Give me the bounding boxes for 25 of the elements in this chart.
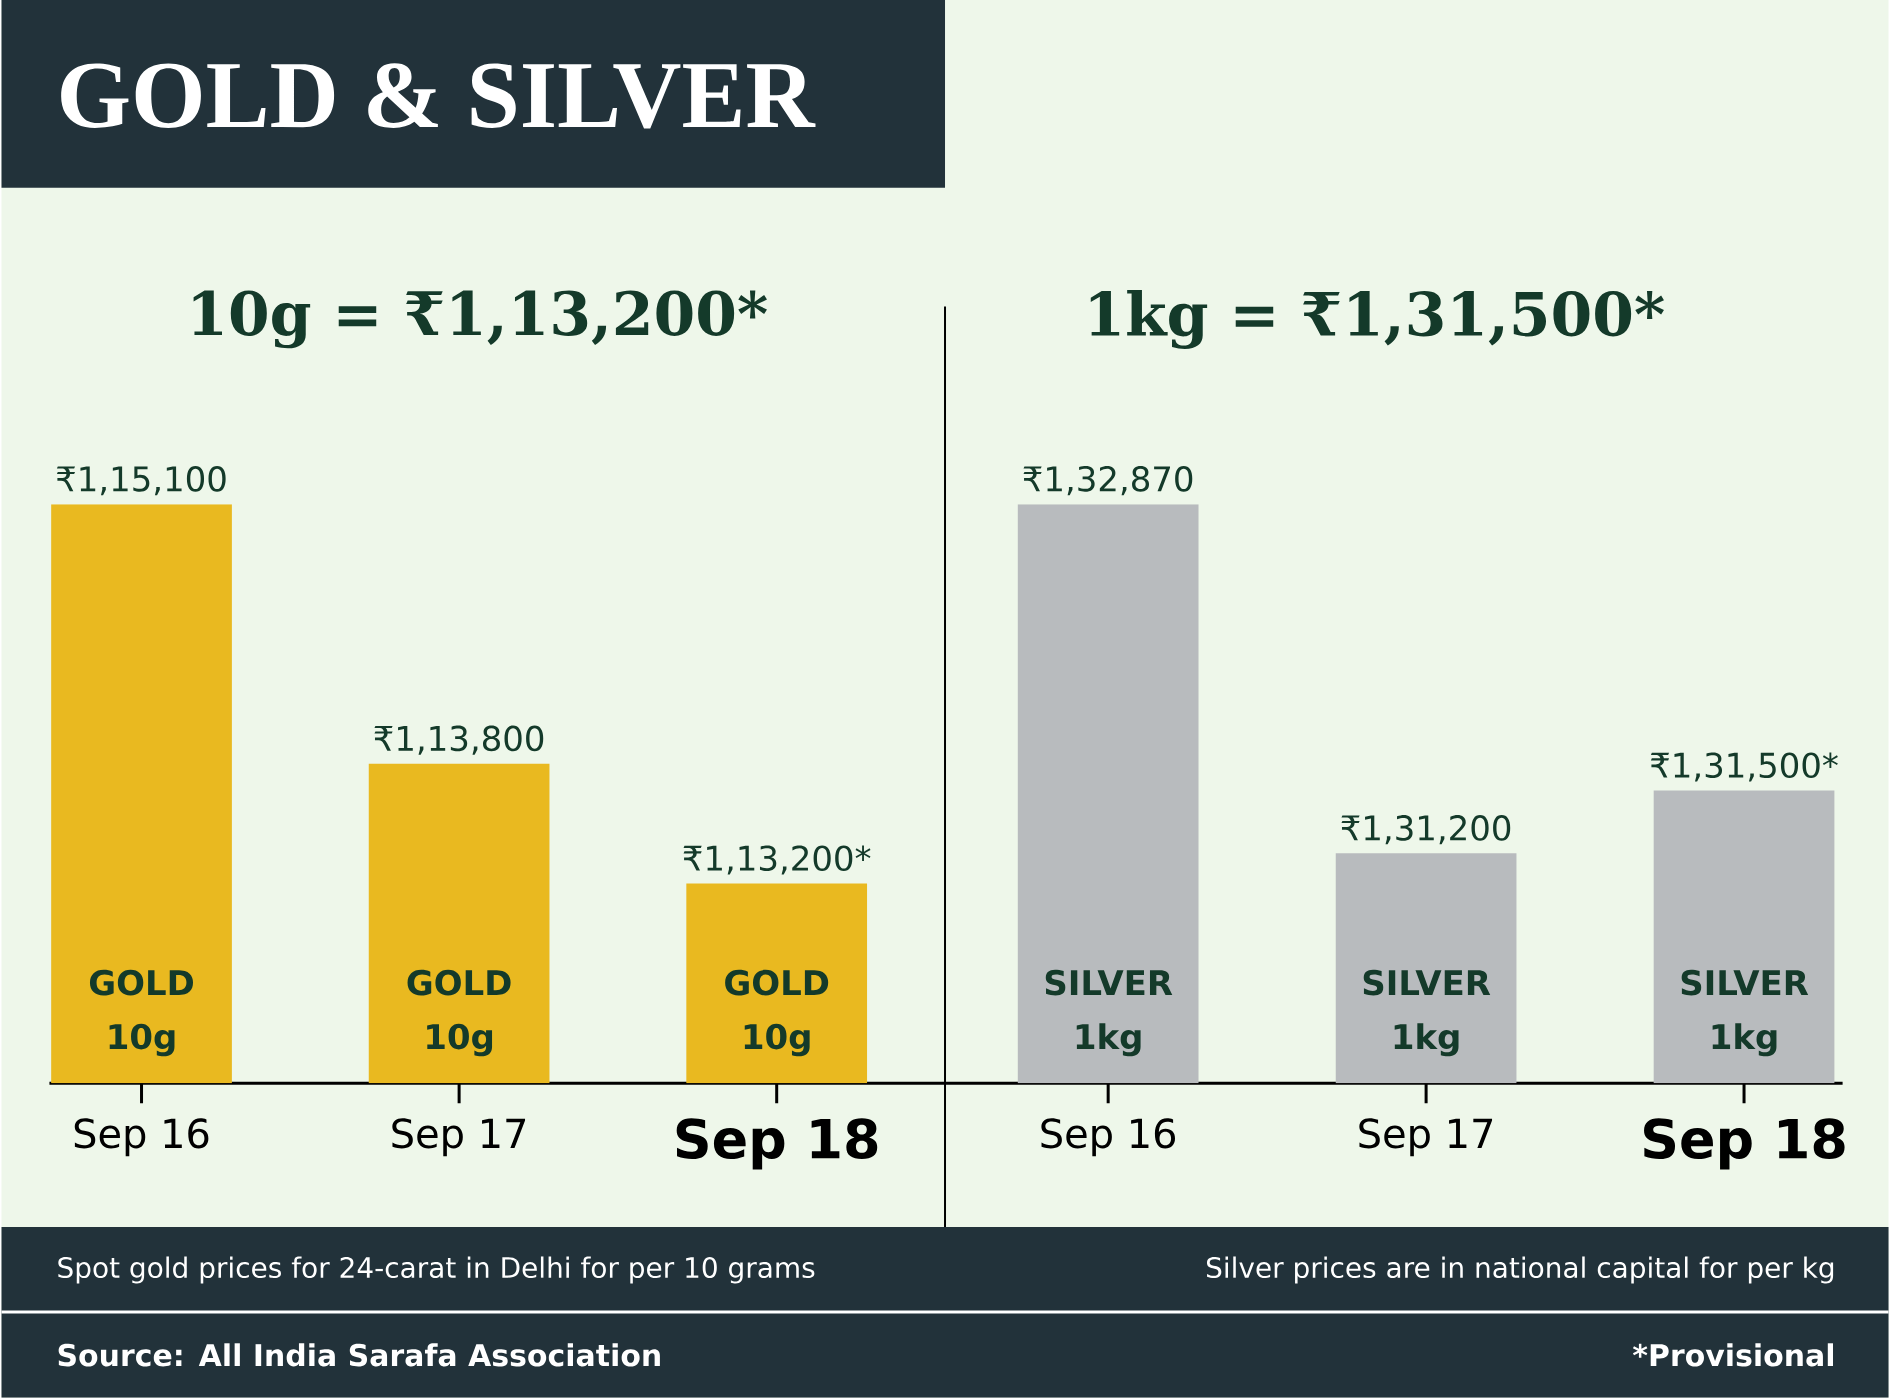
text: Silver prices are in national capital for per kg <box>1206 1256 1834 1284</box>
text: SILVER 1kg <box>1681 969 1809 1057</box>
text: Spot gold prices for 24-carat in Delhi for per 10 grams <box>58 1256 815 1284</box>
x-tick-label: Sep 17 <box>1359 1118 1493 1157</box>
text: *Provisional <box>1632 1343 1834 1367</box>
data-label: ₹1,32,870 <box>1023 466 1193 496</box>
series-label: GOLD 10g <box>89 969 194 1057</box>
x-tick-label: Sep 16 <box>1041 1118 1175 1157</box>
data-label: ₹1,15,100 <box>56 466 226 496</box>
x-tick-label: Sep 18 <box>676 1118 878 1170</box>
chart-title: GOLD & SILVER <box>61 63 816 129</box>
x-tick-label: Sep 16 <box>74 1118 209 1157</box>
data-label: ₹1,31,200 <box>1341 815 1511 845</box>
data-label: ₹1,13,200* <box>683 845 871 875</box>
x-tick-label: Sep 18 <box>1644 1118 1845 1170</box>
data-label: ₹1,13,800 <box>374 725 544 755</box>
chart-subtitle: 1kg = ₹1,31,500* <box>1090 290 1664 350</box>
text: GOLD 10g <box>407 969 511 1057</box>
chart-subtitle: 10g = ₹1,13,200* <box>193 290 767 349</box>
series-label: SILVER 1kg <box>1045 969 1173 1057</box>
source-note: Source: All India Sarafa Association <box>58 1343 660 1367</box>
x-tick-label: Sep 17 <box>392 1118 526 1157</box>
data-label: ₹1,31,500* <box>1650 752 1838 782</box>
text: GOLD 10g <box>725 969 829 1057</box>
text: SILVER 1kg <box>1363 969 1491 1057</box>
